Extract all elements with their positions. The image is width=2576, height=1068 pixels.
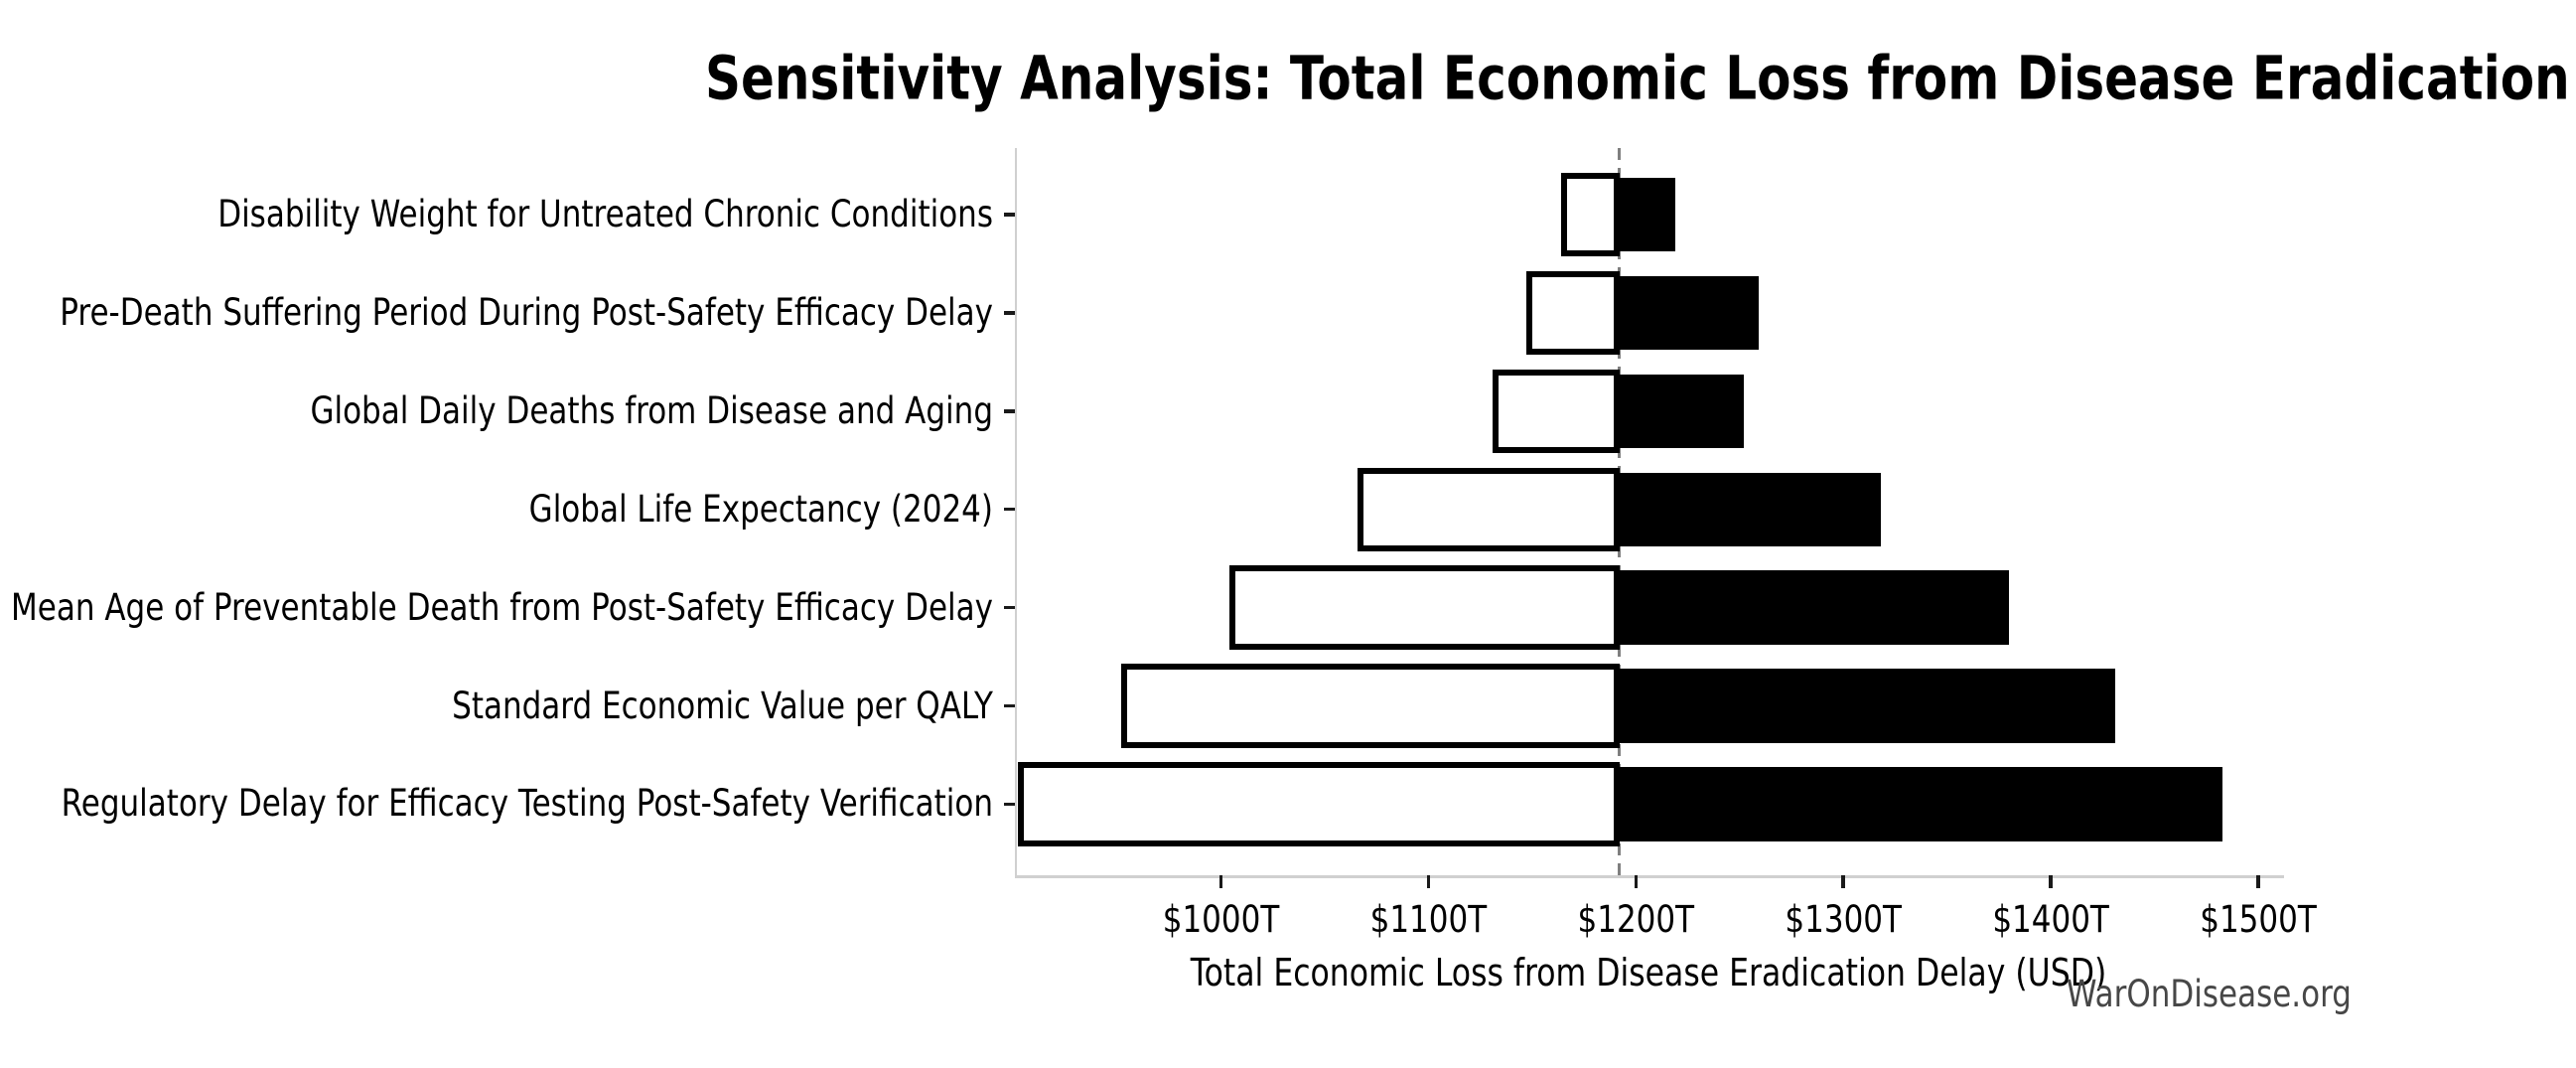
- y-axis-label: Mean Age of Preventable Death from Post-…: [11, 585, 993, 630]
- bar-high-segment: [1619, 275, 1759, 351]
- bar-low-segment: [1561, 172, 1620, 257]
- watermark-text: WarOnDisease.org: [2066, 973, 2352, 1016]
- y-tick-mark: [1004, 703, 1015, 708]
- x-axis-title: Total Economic Loss from Disease Eradica…: [1190, 952, 2107, 995]
- x-tick-label: $1200T: [1577, 898, 1695, 942]
- bar-high-segment: [1619, 767, 2223, 841]
- x-tick-mark: [2049, 875, 2053, 888]
- bar-low-segment: [1358, 467, 1620, 551]
- x-tick-mark: [1634, 875, 1639, 888]
- bar-high-segment: [1619, 570, 2010, 645]
- bar-high-segment: [1619, 177, 1675, 252]
- bar-low-segment: [1493, 369, 1620, 453]
- x-tick-label: $1100T: [1369, 898, 1488, 942]
- bar-low-segment: [1017, 762, 1620, 846]
- y-axis-label: Disability Weight for Untreated Chronic …: [217, 193, 993, 236]
- x-tick-mark: [1426, 875, 1431, 888]
- x-tick-label: $1000T: [1162, 898, 1280, 942]
- x-tick-mark: [1218, 875, 1223, 888]
- bar-low-segment: [1525, 270, 1620, 356]
- bar-high-segment: [1619, 472, 1881, 546]
- x-axis-spine: [1014, 875, 2284, 878]
- y-tick-mark: [1004, 802, 1015, 807]
- bar-high-segment: [1619, 669, 2115, 743]
- y-axis-label: Standard Economic Value per QALY: [452, 684, 993, 728]
- x-tick-label: $1400T: [1992, 898, 2109, 942]
- x-tick-mark: [1841, 875, 1845, 888]
- bar-low-segment: [1121, 664, 1620, 748]
- x-tick-label: $1500T: [2200, 898, 2317, 942]
- y-tick-mark: [1004, 213, 1015, 217]
- x-tick-mark: [2256, 875, 2260, 888]
- y-tick-mark: [1004, 605, 1015, 610]
- bar-high-segment: [1619, 374, 1744, 448]
- bar-low-segment: [1228, 565, 1620, 650]
- y-axis-label: Pre-Death Suffering Period During Post-S…: [60, 290, 993, 335]
- y-axis-label: Regulatory Delay for Efficacy Testing Po…: [61, 782, 993, 827]
- y-axis-label: Global Life Expectancy (2024): [528, 487, 993, 532]
- chart-title: Sensitivity Analysis: Total Economic Los…: [705, 43, 2576, 114]
- y-tick-mark: [1004, 507, 1015, 512]
- y-axis-spine: [1014, 148, 1017, 876]
- x-tick-label: $1300T: [1785, 898, 1902, 942]
- y-tick-mark: [1004, 311, 1015, 315]
- y-axis-label: Global Daily Deaths from Disease and Agi…: [310, 388, 993, 433]
- y-tick-mark: [1004, 409, 1015, 413]
